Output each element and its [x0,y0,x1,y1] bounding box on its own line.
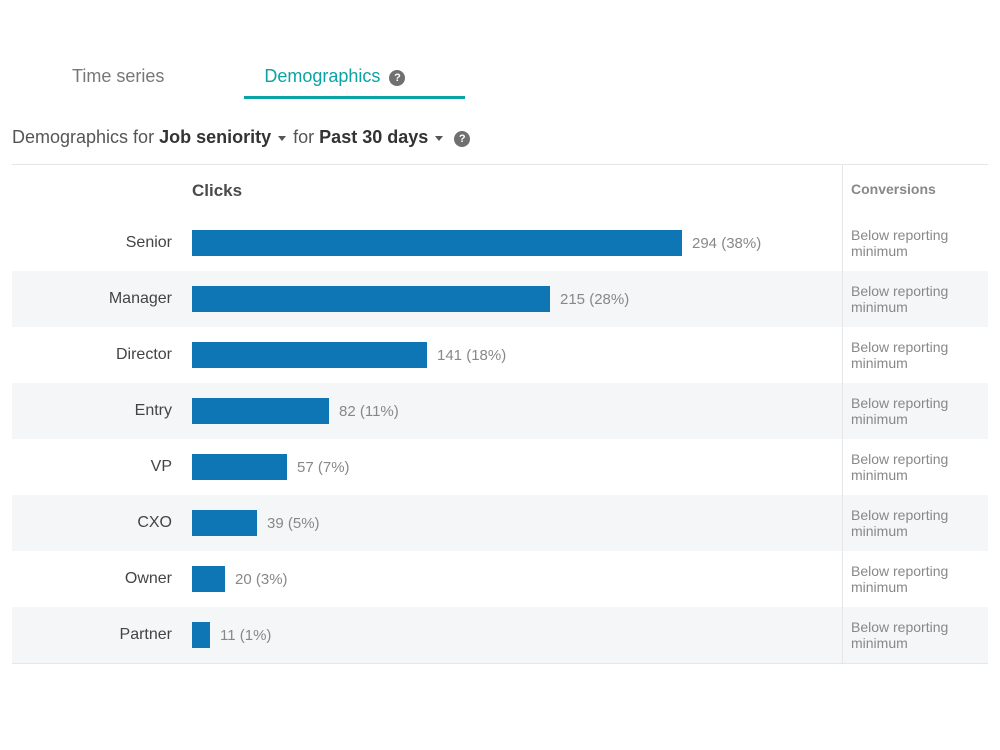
row-bar-cell: 294 (38%) [192,215,842,271]
range-value: Past 30 days [319,127,428,147]
bar [192,566,225,592]
tab-demographics[interactable]: Demographics ? [264,60,405,99]
row-value: 294 (38%) [692,235,761,252]
range-dropdown[interactable]: Past 30 days [319,127,450,147]
dimension-dropdown[interactable]: Job seniority [159,127,293,147]
row-conversion: Below reporting minimum [842,439,988,495]
row-bar-cell: 57 (7%) [192,439,842,495]
row-label: Owner [12,551,192,607]
row-conversion: Below reporting minimum [842,383,988,439]
row-label: Senior [12,215,192,271]
row-label: Partner [12,607,192,663]
row-bar-cell: 82 (11%) [192,383,842,439]
column-header-clicks: Clicks [192,165,842,215]
bar [192,342,427,368]
row-value: 11 (1%) [220,627,271,644]
bar [192,286,550,312]
tabs: Time series Demographics ? [12,60,988,99]
bar [192,510,257,536]
row-value: 39 (5%) [267,515,320,532]
row-label: Entry [12,383,192,439]
bar [192,454,287,480]
row-conversion: Below reporting minimum [842,495,988,551]
bar [192,622,210,648]
row-label: Director [12,327,192,383]
row-bar-cell: 141 (18%) [192,327,842,383]
demographics-table: Clicks Conversions Senior 294 (38%) Below … [12,165,988,664]
chevron-down-icon [278,136,286,141]
row-label: CXO [12,495,192,551]
row-label: Manager [12,271,192,327]
row-value: 82 (11%) [339,403,399,420]
column-header-conversions: Conversions [842,165,988,215]
tab-demographics-label: Demographics [264,66,380,86]
help-icon[interactable]: ? [454,131,470,147]
row-bar-cell: 215 (28%) [192,271,842,327]
row-value: 215 (28%) [560,291,629,308]
row-value: 20 (3%) [235,571,288,588]
dimension-value: Job seniority [159,127,271,147]
row-bar-cell: 11 (1%) [192,607,842,663]
row-conversion: Below reporting minimum [842,607,988,663]
chevron-down-icon [435,136,443,141]
filters: Demographics for Job seniority for Past … [12,127,988,165]
row-conversion: Below reporting minimum [842,271,988,327]
tab-time-series[interactable]: Time series [72,60,164,99]
row-conversion: Below reporting minimum [842,327,988,383]
row-label: VP [12,439,192,495]
row-value: 141 (18%) [437,347,506,364]
row-conversion: Below reporting minimum [842,551,988,607]
help-icon[interactable]: ? [389,70,405,86]
filter-prefix: Demographics for [12,127,154,147]
demographics-panel: Time series Demographics ? Demographics … [0,0,1000,664]
row-bar-cell: 39 (5%) [192,495,842,551]
bar [192,230,682,256]
row-value: 57 (7%) [297,459,350,476]
bar [192,398,329,424]
row-bar-cell: 20 (3%) [192,551,842,607]
row-conversion: Below reporting minimum [842,215,988,271]
filter-for: for [293,127,314,147]
